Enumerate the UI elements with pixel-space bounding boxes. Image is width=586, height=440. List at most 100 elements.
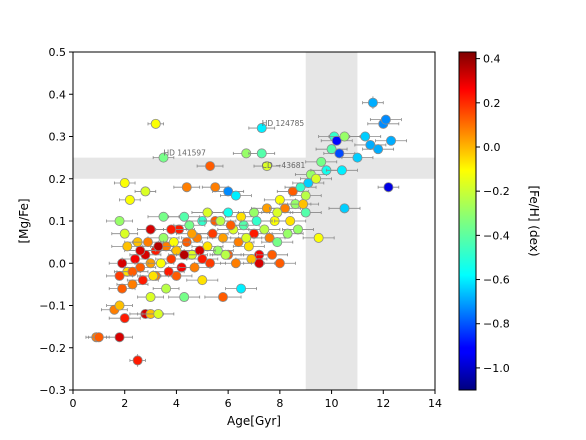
point-marker bbox=[316, 156, 327, 167]
data-point bbox=[287, 199, 320, 210]
data-point bbox=[341, 152, 374, 163]
point-marker bbox=[181, 182, 192, 193]
point-marker bbox=[223, 207, 234, 218]
point-marker bbox=[311, 173, 322, 184]
point-marker bbox=[373, 144, 384, 155]
data-point bbox=[155, 224, 188, 235]
shaded-region-y bbox=[73, 157, 435, 179]
point-marker bbox=[158, 211, 169, 222]
data-point bbox=[132, 237, 164, 248]
data-point bbox=[209, 249, 242, 260]
point-marker bbox=[367, 97, 378, 108]
x-tick-label: 0 bbox=[70, 397, 77, 410]
data-point bbox=[362, 96, 384, 110]
point-marker bbox=[114, 332, 125, 343]
data-point bbox=[178, 262, 211, 273]
point-marker bbox=[292, 224, 303, 235]
point-marker bbox=[117, 283, 128, 294]
point-marker bbox=[339, 131, 350, 142]
point-marker bbox=[119, 313, 130, 324]
data-point bbox=[194, 258, 226, 269]
data-point bbox=[168, 292, 201, 303]
data-point bbox=[261, 237, 294, 248]
point-marker bbox=[93, 332, 104, 343]
point-marker bbox=[161, 283, 172, 294]
point-marker bbox=[119, 177, 130, 188]
data-point bbox=[289, 190, 322, 201]
data-point bbox=[106, 270, 133, 281]
y-tick-label: 0.0 bbox=[49, 257, 67, 270]
point-marker bbox=[251, 215, 262, 226]
data-point bbox=[168, 211, 201, 222]
point-marker bbox=[352, 152, 363, 163]
data-point bbox=[240, 215, 273, 226]
y-tick-label: 0.5 bbox=[49, 46, 67, 59]
point-marker bbox=[137, 275, 148, 286]
colorbar-tick-label: −1.0 bbox=[483, 362, 510, 375]
data-point bbox=[186, 275, 219, 286]
x-tick-label: 12 bbox=[376, 397, 390, 410]
data-point bbox=[349, 131, 382, 142]
point-marker bbox=[186, 228, 197, 239]
point-marker bbox=[140, 186, 151, 197]
data-point bbox=[106, 300, 133, 311]
data-point bbox=[168, 249, 201, 260]
data-point bbox=[302, 232, 335, 243]
point-marker bbox=[259, 224, 270, 235]
y-tick-label: 0.4 bbox=[49, 88, 67, 101]
x-tick-label: 8 bbox=[276, 397, 283, 410]
point-marker bbox=[313, 232, 324, 243]
point-marker bbox=[127, 279, 138, 290]
colorbar-tick-label: −0.2 bbox=[483, 185, 510, 198]
point-marker bbox=[300, 190, 311, 201]
star-annotation: HD 141597 bbox=[164, 149, 207, 158]
colorbar-tick-label: −0.6 bbox=[483, 274, 510, 287]
data-point bbox=[219, 258, 252, 269]
x-tick-label: 4 bbox=[173, 397, 180, 410]
y-tick-label: −0.1 bbox=[39, 300, 66, 313]
data-point bbox=[377, 182, 400, 193]
data-point bbox=[176, 228, 208, 239]
data-point bbox=[204, 292, 242, 303]
point-marker bbox=[145, 292, 156, 303]
x-axis-title: Age[Gyr] bbox=[227, 414, 281, 428]
data-point bbox=[207, 232, 239, 243]
data-point bbox=[300, 173, 332, 184]
colorbar-title: [Fe/H] (dex) bbox=[527, 185, 541, 256]
data-point bbox=[196, 161, 224, 172]
point-marker bbox=[225, 220, 236, 231]
x-axis: 0 2 4 6 8 10 12 14 bbox=[70, 390, 442, 410]
data-point bbox=[325, 165, 358, 176]
data-point bbox=[305, 156, 338, 167]
point-marker bbox=[114, 300, 125, 311]
point-marker bbox=[230, 258, 241, 269]
colorbar-tick-label: −0.4 bbox=[483, 229, 510, 242]
data-point bbox=[108, 313, 141, 324]
data-point bbox=[248, 148, 276, 159]
point-marker bbox=[202, 207, 213, 218]
data-point bbox=[106, 332, 133, 343]
data-point bbox=[230, 232, 263, 243]
point-marker bbox=[267, 249, 278, 260]
shaded-region-x bbox=[305, 52, 358, 390]
point-marker bbox=[153, 308, 164, 319]
point-marker bbox=[256, 123, 267, 134]
y-tick-label: −0.3 bbox=[39, 384, 66, 397]
point-marker bbox=[217, 292, 228, 303]
point-marker bbox=[114, 215, 125, 226]
data-point bbox=[235, 254, 268, 265]
annotations: HD 124785 HD 141597 CD −43681 bbox=[164, 119, 306, 170]
point-marker bbox=[261, 161, 272, 172]
colorbar-axis: 0.4 0.2 0.0 −0.2 −0.4 −0.6 −0.8 −1.0 bbox=[476, 53, 510, 375]
y-tick-label: 0.2 bbox=[49, 173, 67, 186]
y-axis: −0.3 −0.2 −0.1 0.0 0.1 0.2 0.3 0.4 0.5 bbox=[39, 46, 73, 397]
point-marker bbox=[236, 283, 247, 294]
point-marker bbox=[336, 165, 347, 176]
data-point bbox=[248, 123, 276, 134]
point-marker bbox=[158, 152, 169, 163]
point-marker bbox=[334, 148, 345, 159]
data-point bbox=[362, 144, 395, 155]
point-marker bbox=[155, 258, 166, 269]
point-marker bbox=[132, 355, 143, 366]
star-annotation: CD −43681 bbox=[262, 161, 306, 170]
